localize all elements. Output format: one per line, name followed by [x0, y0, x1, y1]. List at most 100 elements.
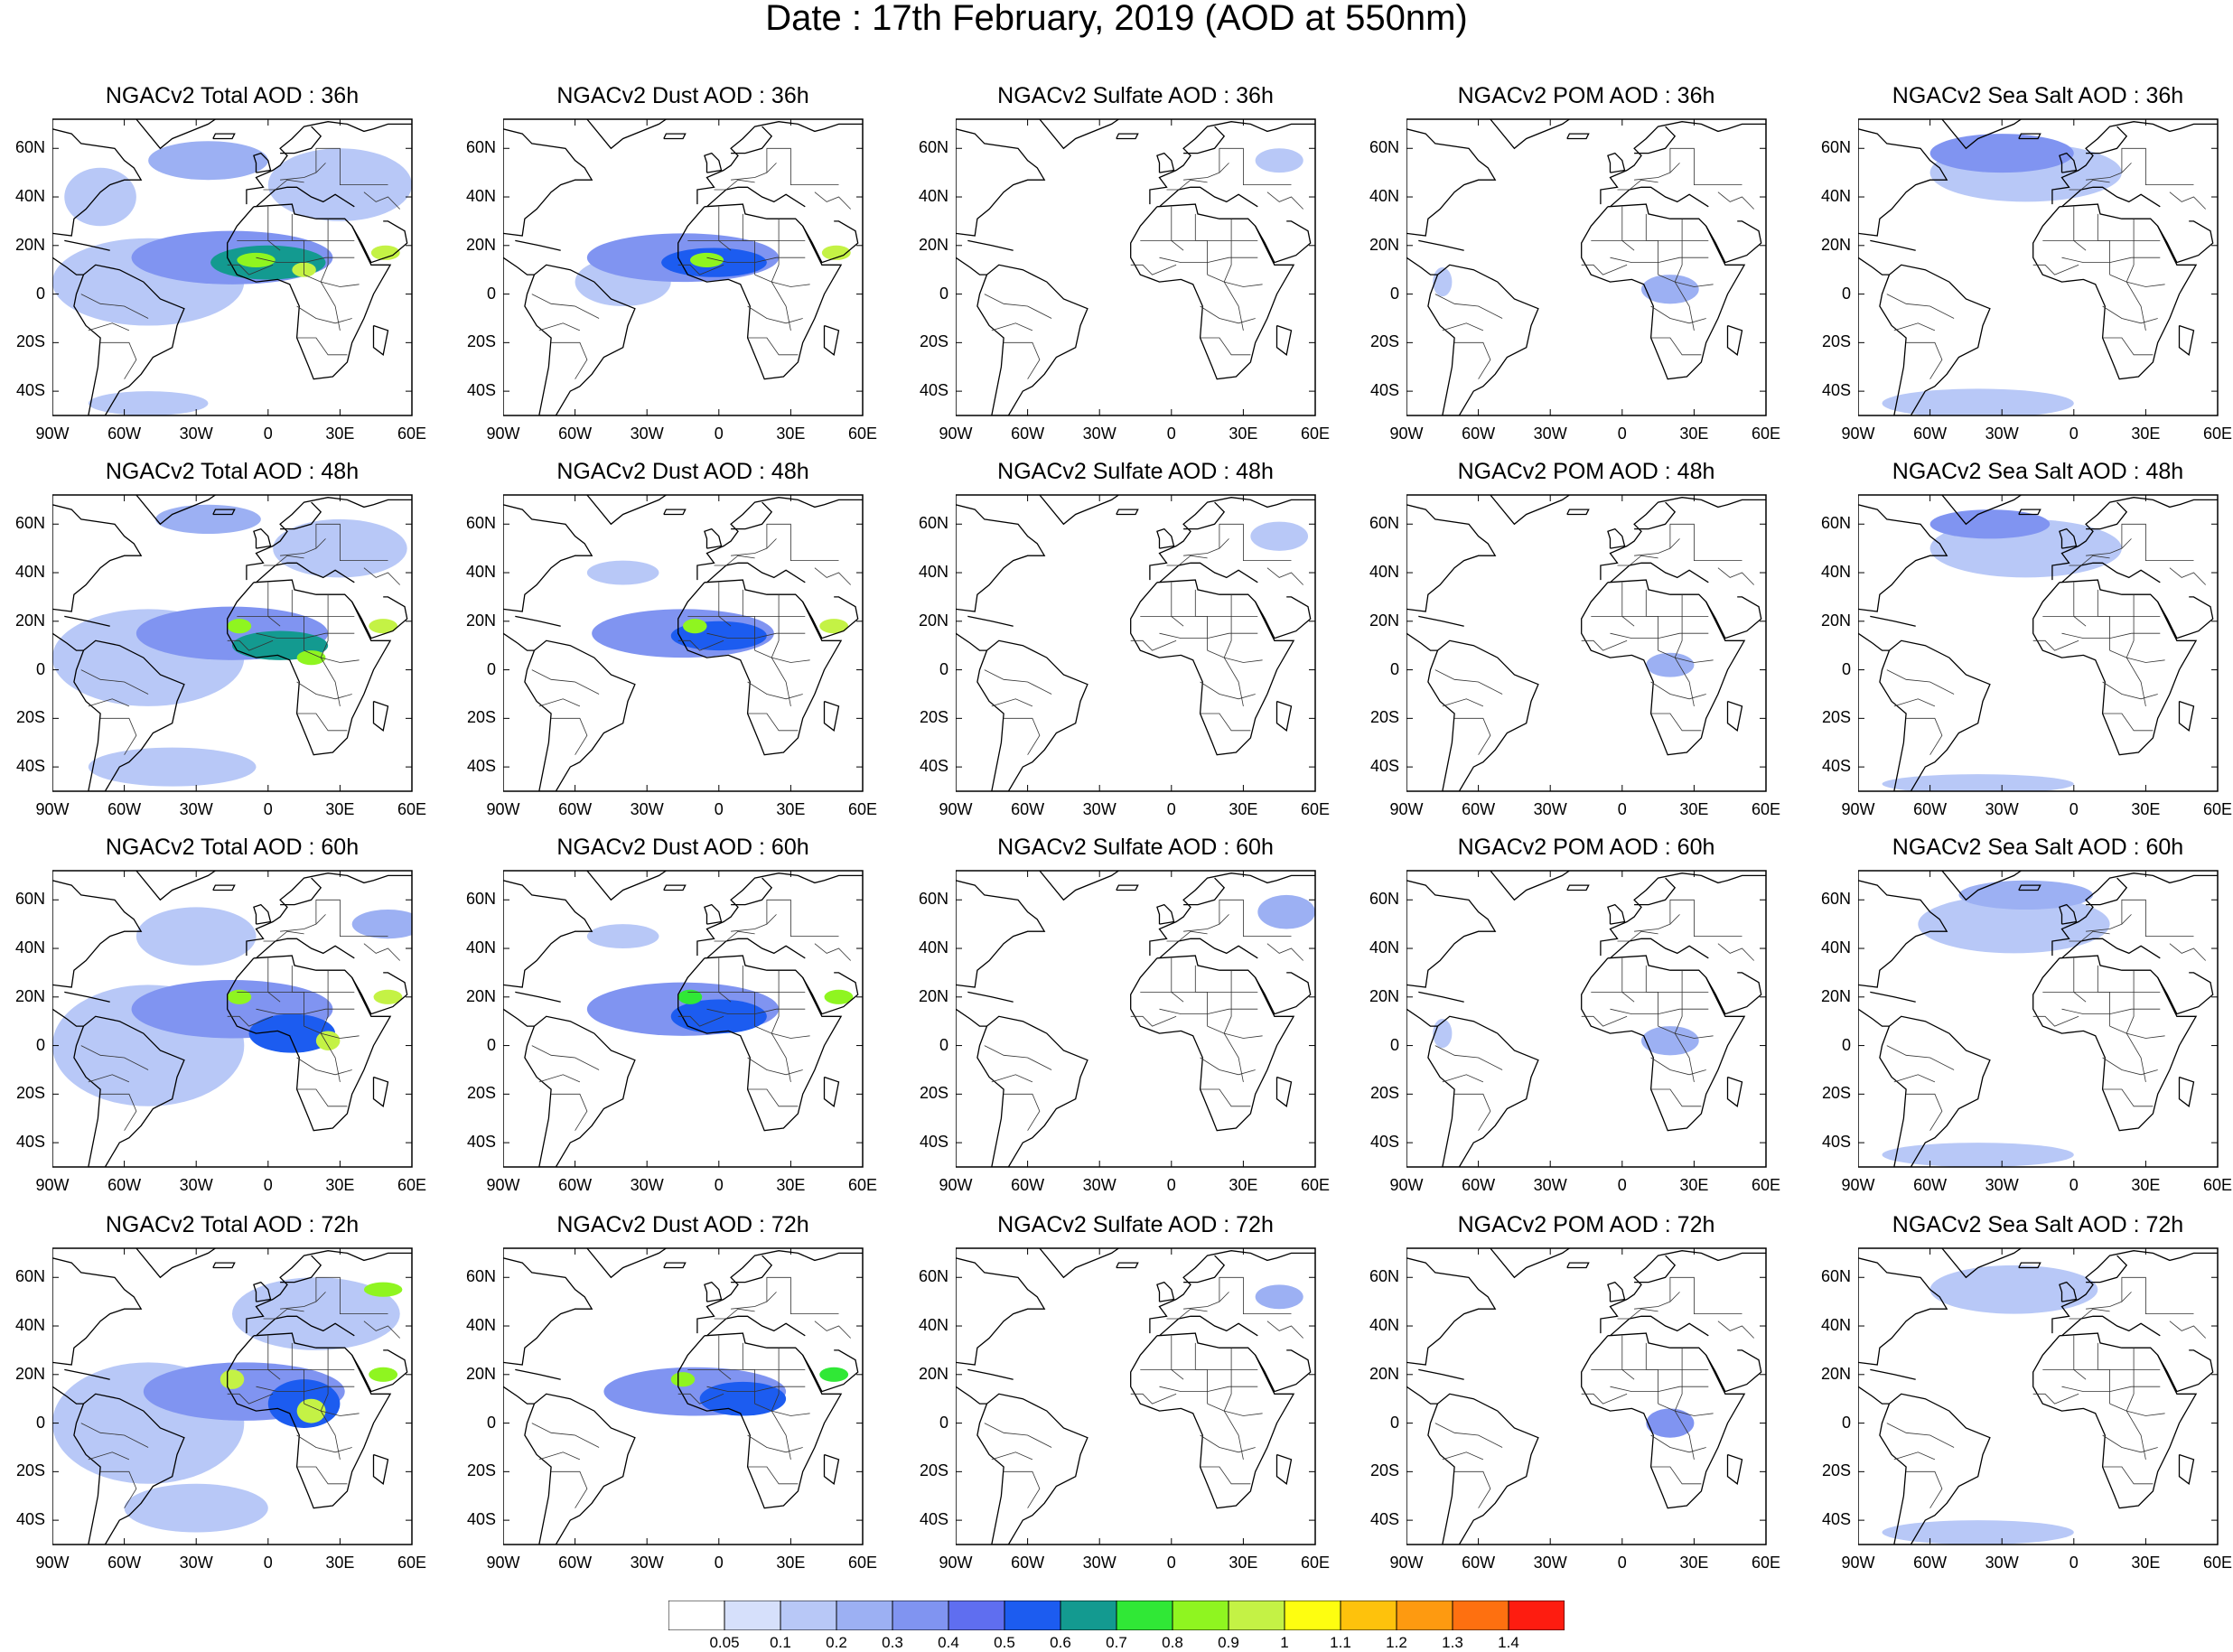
coastline-scandinavia: [1183, 126, 1226, 154]
colorbar-tick-label: 0.1: [770, 1634, 791, 1651]
country-border: [1166, 179, 1208, 191]
country-border: [80, 294, 149, 319]
country-border: [1617, 555, 1658, 566]
lon-tick-label: 90W: [35, 1554, 70, 1572]
country-border: [88, 1451, 130, 1461]
country-border: [766, 523, 839, 561]
country-border: [304, 1403, 360, 1416]
map-panel-sulfate-36h: NGACv2 Sulfate AOD : 36h 60N 40N 20N 0 20S 40S…: [919, 83, 1403, 443]
map-panel-sea-salt-60h: NGACv2 Sea Salt AOD : 60h 60N 40N 20N 0 20S 40…: [1821, 835, 2233, 1194]
coastline-africa: [1581, 955, 1746, 1132]
map-frame: [1406, 1247, 1767, 1545]
lat-tick-label: 0: [1841, 659, 1851, 678]
lon-tick-label: 90W: [35, 800, 70, 818]
colorbar-tick-label: 0.8: [1162, 1634, 1183, 1651]
colorbar-box: [1060, 1601, 1117, 1630]
lat-tick-label: 20S: [919, 1461, 948, 1480]
country-border: [1634, 914, 1680, 932]
country-border: [315, 523, 388, 561]
country-border: [2102, 305, 2158, 324]
lat-tick-label: 20S: [466, 332, 496, 351]
coastline-caribbean: [1418, 239, 1464, 251]
lon-tick-label: 0: [1617, 1554, 1627, 1572]
country-border: [1645, 589, 1659, 651]
map-panel-pom-48h: NGACv2 POM AOD : 48h 60N 40N 20N 0 20S 40S 90W 6…: [1369, 459, 1854, 818]
country-border: [718, 957, 732, 1003]
lon-tick-label: 90W: [1389, 425, 1424, 443]
coastline-caribbean: [64, 991, 110, 1003]
coastline-south-america: [976, 1393, 1088, 1545]
country-border: [1674, 1348, 1695, 1460]
coastline-med-north: [2061, 1315, 2161, 1337]
coastline-europe: [2051, 1250, 2218, 1334]
lon-tick-label: 30W: [1082, 800, 1116, 818]
country-border: [538, 1074, 581, 1083]
country-border: [814, 567, 851, 585]
aod-region: [1255, 148, 1303, 173]
lon-tick-label: 60E: [1751, 1554, 1781, 1572]
country-border: [2073, 1335, 2087, 1380]
lat-tick-label: 0: [1389, 659, 1399, 678]
coastline-madagascar: [1275, 700, 1293, 732]
country-border: [2109, 1025, 2165, 1039]
country-border: [1434, 1045, 1503, 1070]
coastline-madagascar: [1726, 324, 1743, 356]
country-border: [1159, 1008, 1258, 1015]
country-border: [320, 594, 341, 706]
country-border: [984, 1045, 1052, 1070]
coastline-arabia: [1705, 220, 1762, 264]
lon-tick-label: 60E: [847, 425, 878, 443]
country-border: [1130, 264, 1177, 275]
coastline-scandinavia: [280, 501, 322, 530]
coastline-africa: [677, 955, 843, 1132]
map-frame: [503, 118, 864, 416]
lon-tick-label: 60E: [1300, 800, 1331, 818]
lon-tick-label: 30E: [325, 800, 355, 818]
country-border: [296, 305, 352, 324]
aod-map: [1406, 870, 1767, 1168]
aod-region: [1257, 894, 1315, 929]
colorbar-box: [1340, 1601, 1397, 1630]
map-frame: [1406, 870, 1767, 1168]
lon-tick-label: 60W: [1913, 425, 1948, 443]
aod-map: [956, 118, 1316, 416]
country-border: [814, 191, 851, 210]
country-border: [1669, 899, 1742, 937]
lat-tick-label: 60N: [918, 890, 948, 909]
coastline-south-america: [1427, 1393, 1539, 1545]
country-border: [747, 1434, 803, 1453]
lat-tick-label: 0: [486, 1035, 496, 1054]
lon-tick-label: 60E: [397, 1176, 427, 1194]
coastline-med-north: [256, 938, 355, 959]
coastline-north-america: [956, 880, 1046, 988]
country-border: [1223, 219, 1244, 331]
coastline-med-north: [256, 1315, 355, 1337]
coastline-central-america: [956, 257, 987, 275]
lon-tick-label: 60E: [1300, 1176, 1331, 1194]
country-border: [2086, 163, 2132, 181]
coastline-scandinavia: [280, 126, 322, 154]
coastline-central-america: [503, 257, 535, 275]
lat-tick-label: 40N: [1369, 563, 1399, 582]
country-border: [766, 899, 839, 937]
colorbar-box: [1228, 1601, 1285, 1630]
coastline-med-north: [2061, 186, 2161, 208]
coastline-med-north: [1610, 1315, 1709, 1337]
lat-tick-label: 60N: [1369, 138, 1399, 157]
panel-title: NGACv2 Dust AOD : 48h: [556, 459, 809, 484]
panel-title: NGACv2 POM AOD : 60h: [1457, 835, 1715, 860]
lat-tick-label: 60N: [14, 1267, 45, 1286]
country-border: [1610, 1386, 1709, 1393]
coastline-south-america: [524, 639, 636, 791]
coastline-caribbean: [64, 615, 110, 627]
map-panel-sulfate-72h: NGACv2 Sulfate AOD : 72h 60N 40N 20N 0 20S 40S…: [919, 1212, 1403, 1572]
lon-tick-label: 60W: [107, 800, 142, 818]
panel-title: NGACv2 POM AOD : 36h: [1457, 83, 1715, 108]
aod-region: [363, 1282, 403, 1297]
country-border: [1669, 1276, 1742, 1314]
coastline-arabia: [1255, 220, 1312, 264]
colorbar-box: [1004, 1601, 1061, 1630]
map-frame: [1858, 494, 2219, 792]
country-border: [2102, 713, 2154, 732]
aod-region: [1882, 1520, 2074, 1545]
